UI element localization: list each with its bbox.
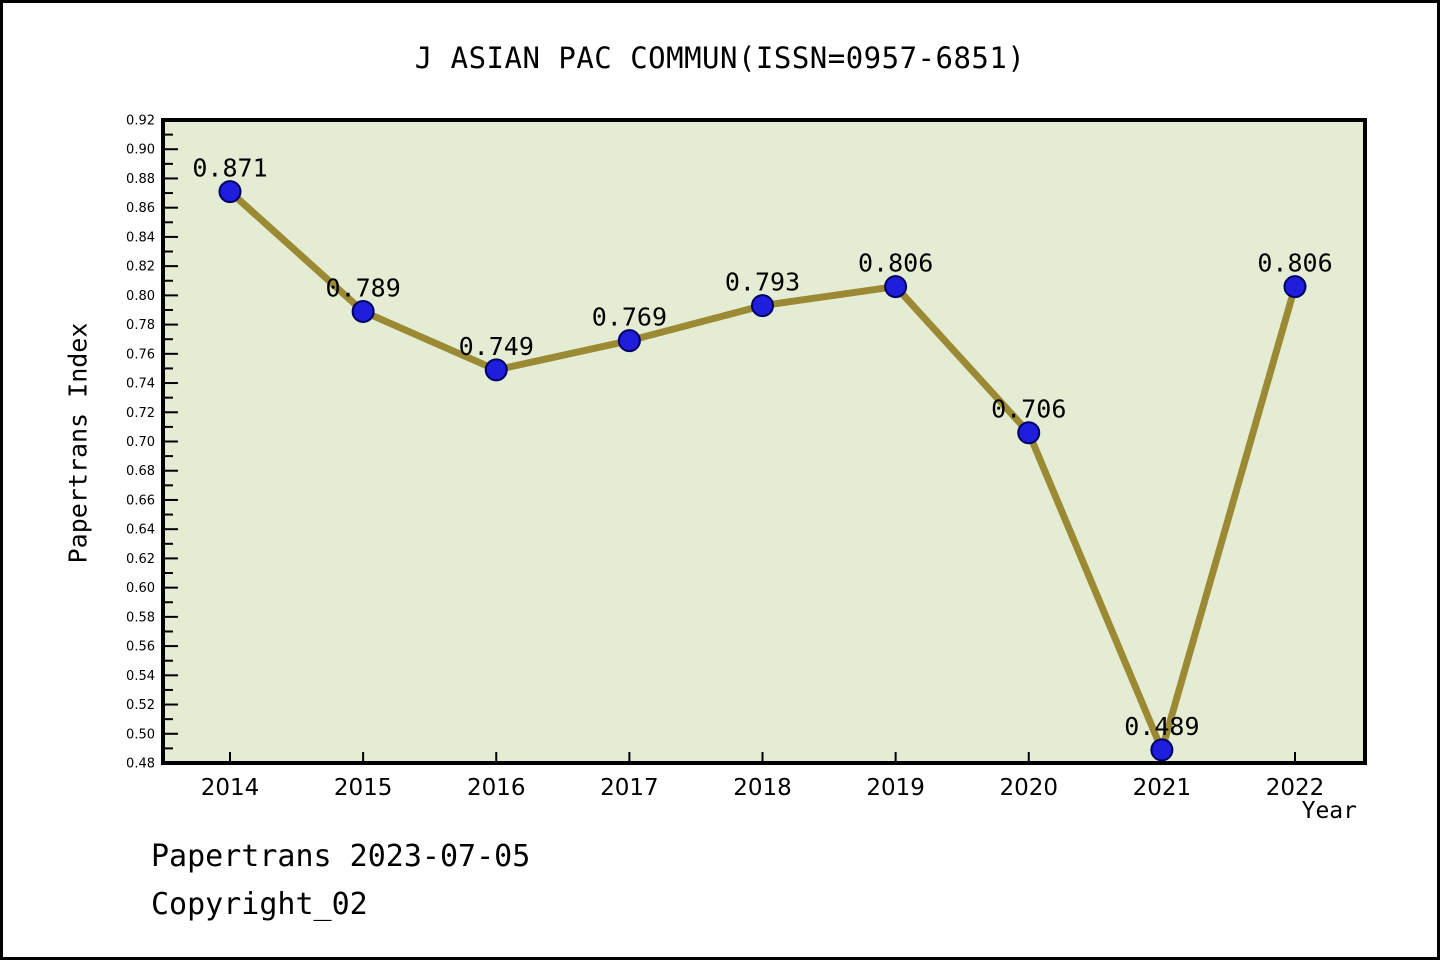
x-tick-label: 2019 [866, 775, 925, 801]
y-tick-label: 0.62 [126, 552, 155, 567]
y-tick-label: 0.78 [126, 318, 155, 333]
x-tick-label: 2017 [600, 775, 659, 801]
data-point-label: 0.749 [459, 332, 534, 361]
data-point-label: 0.871 [192, 154, 267, 183]
y-tick-label: 0.58 [126, 610, 155, 625]
y-tick-label: 0.76 [126, 347, 155, 362]
data-point-label: 0.789 [325, 273, 400, 302]
x-tick-label: 2016 [467, 775, 526, 801]
data-point-label: 0.806 [858, 249, 933, 278]
data-point [351, 299, 375, 323]
y-tick-label: 0.80 [126, 289, 155, 304]
data-point-label: 0.769 [592, 303, 667, 332]
x-tick-label: 2021 [1133, 775, 1192, 801]
watermark-date: Papertrans 2023-07-05 [151, 839, 531, 874]
y-tick-label: 0.72 [126, 406, 155, 421]
y-tick-label: 0.74 [126, 377, 155, 392]
data-point [218, 180, 242, 204]
data-point [884, 275, 908, 299]
x-tick-label: 2018 [733, 775, 792, 801]
y-tick-label: 0.64 [126, 523, 155, 538]
x-tick-label: 2014 [201, 775, 260, 801]
y-tick-label: 0.86 [126, 201, 155, 216]
x-tick-label: 2022 [1266, 775, 1325, 801]
y-tick-label: 0.88 [126, 172, 155, 187]
x-axis-label: Year [1301, 798, 1357, 824]
y-tick-label: 0.50 [126, 727, 155, 742]
plot-canvas: 0.48 0.50 0.52 0.54 0.56 0.58 0.60 0.62 0.64 0.66… [126, 114, 1367, 801]
data-point-label: 0.489 [1124, 712, 1199, 741]
plot-background [161, 118, 1367, 765]
data-point [751, 294, 774, 318]
data-point [617, 329, 641, 353]
y-tick-label: 0.70 [126, 435, 155, 450]
y-tick-label: 0.82 [126, 260, 155, 275]
y-tick-label: 0.60 [126, 581, 155, 596]
chart-title: J ASIAN PAC COMMUN(ISSN=0957-6851) [414, 41, 1026, 75]
y-tick-label: 0.56 [126, 640, 155, 655]
y-axis-label: Papertrans Index [63, 322, 93, 564]
watermark-copyright: Copyright_02 [151, 887, 368, 922]
y-tick-label: 0.48 [126, 757, 155, 772]
data-point-label: 0.706 [991, 395, 1066, 424]
data-point [1283, 275, 1307, 299]
y-tick-label: 0.54 [126, 669, 155, 684]
data-point-label: 0.806 [1257, 249, 1332, 278]
y-tick-label: 0.68 [126, 464, 155, 479]
data-point-label: 0.793 [725, 268, 800, 297]
y-tick-label: 0.52 [126, 698, 155, 713]
x-tick-label: 2015 [334, 775, 393, 801]
y-tick-label: 0.66 [126, 493, 155, 508]
y-tick-label: 0.92 [126, 114, 155, 129]
data-point [1150, 738, 1174, 762]
x-tick-label: 2020 [999, 775, 1058, 801]
data-point [484, 358, 508, 382]
y-tick-label: 0.90 [126, 143, 155, 158]
data-point [1017, 421, 1041, 445]
y-tick-label: 0.84 [126, 230, 155, 245]
